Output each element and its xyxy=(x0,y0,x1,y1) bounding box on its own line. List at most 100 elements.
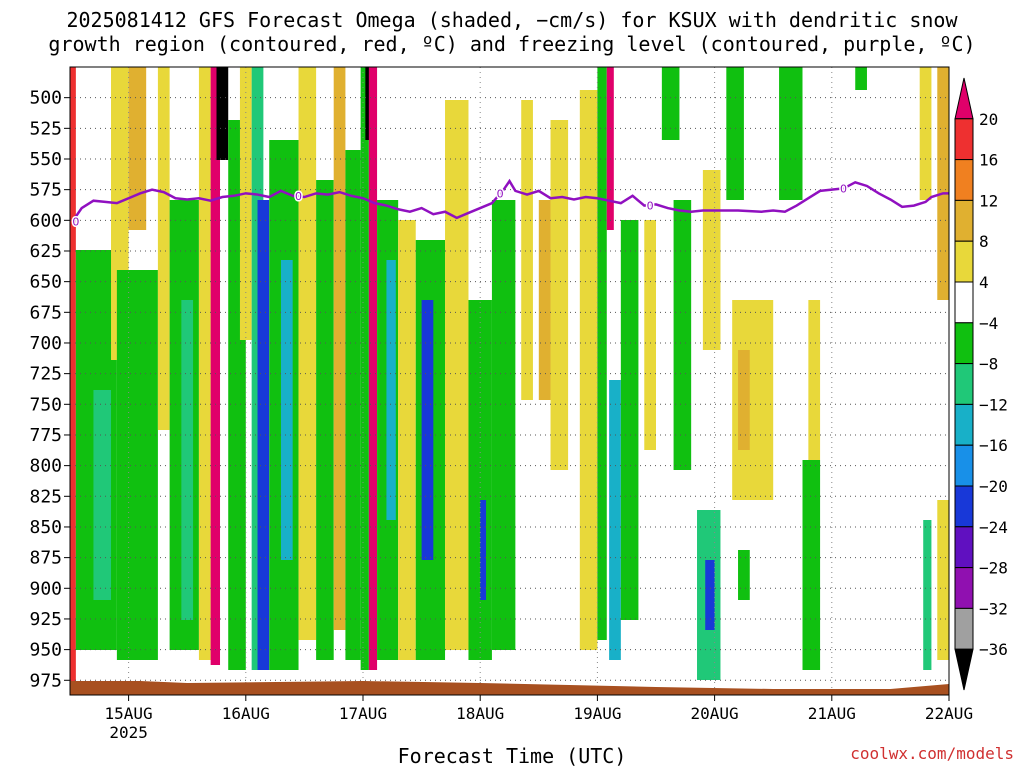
colorbar-label: −32 xyxy=(979,599,1008,618)
omega-shading xyxy=(70,67,949,690)
y-tick-label: 900 xyxy=(29,578,62,599)
colorbar-cell xyxy=(954,567,974,609)
omega-band xyxy=(333,67,346,630)
y-tick-label: 550 xyxy=(29,149,62,170)
omega-band xyxy=(368,67,378,670)
colorbar-cell xyxy=(954,199,974,242)
y-tick-label: 975 xyxy=(29,670,62,691)
omega-band xyxy=(923,520,932,670)
omega-band xyxy=(198,67,211,660)
plot-frame xyxy=(69,66,950,696)
colorbar-label: −16 xyxy=(979,436,1008,455)
y-tick-label: 675 xyxy=(29,302,62,323)
y-tick-label: 525 xyxy=(29,118,62,139)
colorbar-label: 12 xyxy=(979,191,998,210)
omega-band xyxy=(116,270,158,660)
omega-band xyxy=(606,67,614,230)
colorbar-label: −20 xyxy=(979,477,1008,496)
chart-title-line-1: 2025081412 GFS Forecast Omega (shaded, −… xyxy=(66,8,958,32)
omega-band xyxy=(644,220,656,450)
colorbar-cell xyxy=(954,485,974,528)
omega-band xyxy=(937,67,949,300)
ground-band xyxy=(70,681,949,695)
omega-band xyxy=(257,200,270,670)
credit-link[interactable]: coolwx.com/models xyxy=(850,744,1014,763)
chart-title-line-2: growth region (contoured, red, ºC) and f… xyxy=(48,32,976,56)
ground-shape xyxy=(70,681,949,695)
omega-band xyxy=(210,67,221,665)
omega-band xyxy=(702,170,721,350)
omega-band xyxy=(398,220,416,660)
omega-band xyxy=(480,500,487,600)
omega-band xyxy=(421,300,434,560)
omega-band xyxy=(445,100,469,650)
omega-band xyxy=(239,67,252,340)
y-tick-label: 800 xyxy=(29,456,62,477)
y-tick-label: 875 xyxy=(29,548,62,569)
x-tick-label: 19AUG xyxy=(573,704,621,723)
freezing-level-line xyxy=(71,178,949,223)
y-tick-label: 725 xyxy=(29,364,62,385)
omega-band xyxy=(216,67,229,160)
colorbar-label: 20 xyxy=(979,110,998,129)
freezing-level-label: 0 xyxy=(497,187,504,200)
x-tick-label: 15AUG xyxy=(105,704,153,723)
colorbar-label: −24 xyxy=(979,518,1008,537)
omega-band xyxy=(345,150,361,660)
x-tick-label: 16AUG xyxy=(222,704,270,723)
x-tick-label: 21AUG xyxy=(808,704,856,723)
omega-band xyxy=(181,300,194,620)
colorbar-label: −36 xyxy=(979,640,1008,659)
x-tick-label: 17AUG xyxy=(339,704,387,723)
omega-band xyxy=(738,350,750,450)
omega-band xyxy=(738,550,750,600)
colorbar-cell xyxy=(954,118,974,161)
y-tick-label: 950 xyxy=(29,640,62,661)
omega-band xyxy=(855,67,867,90)
y-axis: 500 525 550 575 600 625 650 675 700 725 750 775 800 8… xyxy=(29,88,70,691)
omega-band xyxy=(802,460,821,670)
colorbar-label: 8 xyxy=(979,232,989,251)
colorbar-cell xyxy=(954,159,974,201)
omega-band xyxy=(521,100,533,400)
omega-band xyxy=(316,180,334,660)
omega-band xyxy=(779,67,803,200)
y-tick-label: 625 xyxy=(29,241,62,262)
y-tick-label: 500 xyxy=(29,88,62,109)
freezing-level-label: 0 xyxy=(72,216,79,229)
omega-band xyxy=(609,380,621,660)
colorbar-cell xyxy=(954,526,974,569)
colorbar-cell xyxy=(954,607,974,650)
colorbar-cell xyxy=(954,648,974,691)
color-bar: 20 16 12 8 4 −4 −8 −12 −16 −20 −24 −28 −32 −36 xyxy=(954,77,1008,691)
colorbar-cell xyxy=(954,322,974,365)
y-tick-label: 825 xyxy=(29,486,62,507)
omega-band xyxy=(579,90,598,650)
omega-band xyxy=(70,67,76,690)
omega-band xyxy=(597,67,607,640)
colorbar-cell xyxy=(954,240,974,283)
x-tick-year-label: 2025 xyxy=(109,723,148,742)
y-tick-label: 650 xyxy=(29,272,62,293)
y-tick-label: 750 xyxy=(29,394,62,415)
omega-band xyxy=(705,560,715,630)
omega-band xyxy=(360,67,369,670)
x-axis-title: Forecast Time (UTC) xyxy=(397,744,627,768)
omega-band xyxy=(919,67,932,200)
omega-band xyxy=(491,200,516,650)
omega-band xyxy=(661,67,680,140)
freezing-level-contour: 0 0 0 0 0 xyxy=(71,178,949,230)
omega-band xyxy=(538,200,551,400)
omega-band xyxy=(280,260,293,560)
omega-band xyxy=(157,67,170,430)
colorbar-cell xyxy=(954,281,974,324)
omega-band xyxy=(93,390,112,600)
colorbar-label: −4 xyxy=(979,314,998,333)
omega-band xyxy=(726,67,744,200)
omega-band xyxy=(673,200,692,470)
colorbar-label: −8 xyxy=(979,355,998,374)
y-tick-label: 700 xyxy=(29,333,62,354)
colorbar-label: −12 xyxy=(979,395,1008,414)
